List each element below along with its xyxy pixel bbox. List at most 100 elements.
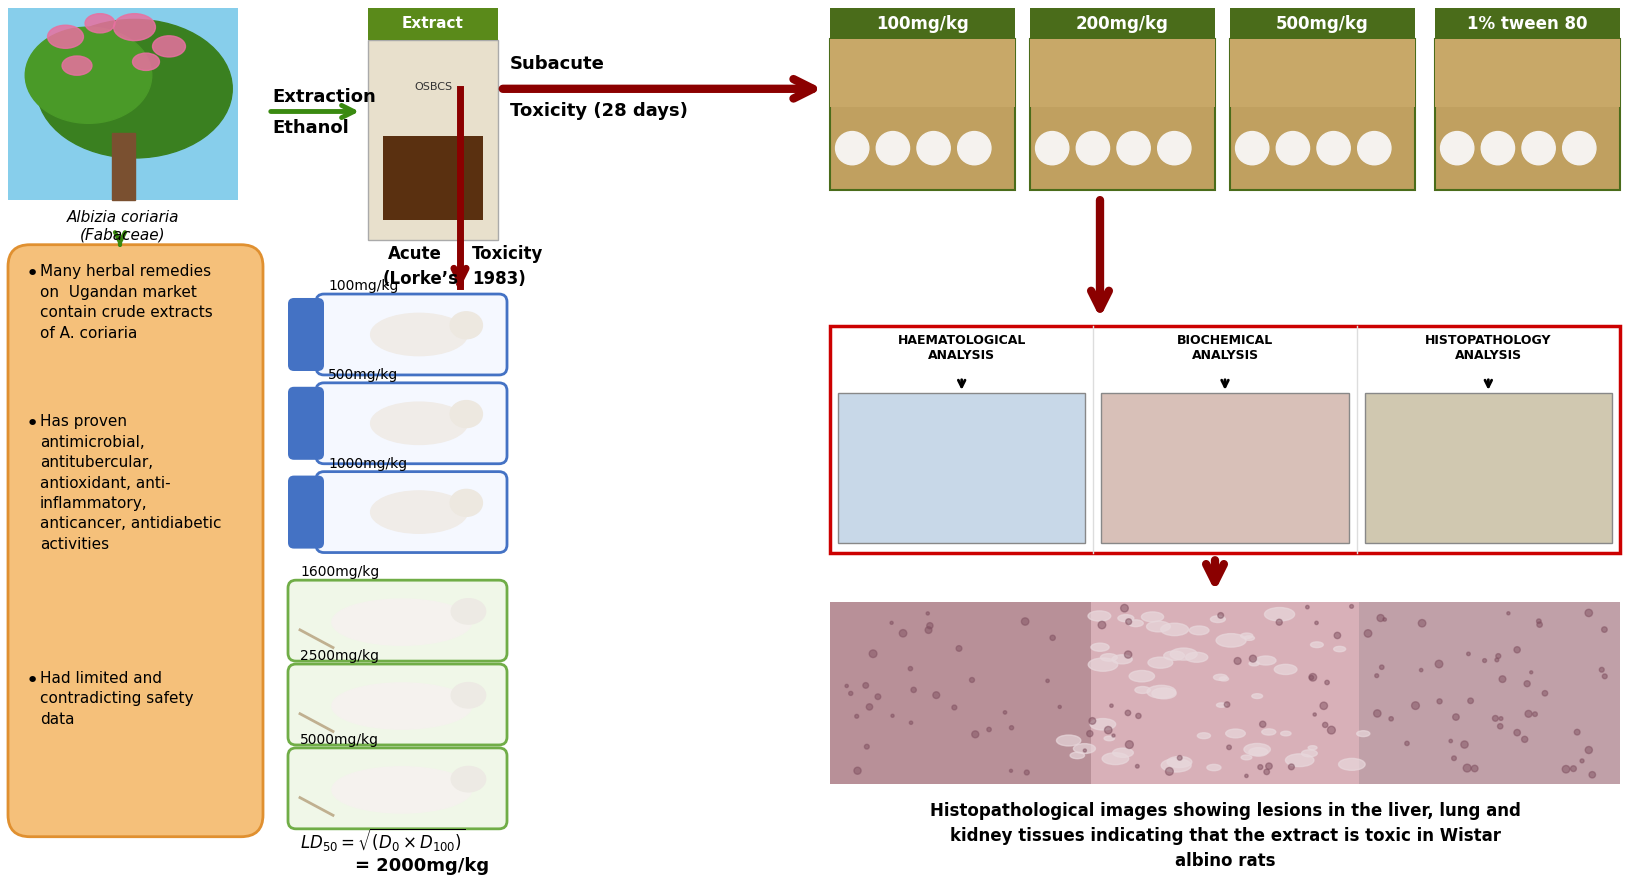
Circle shape	[1051, 635, 1056, 641]
Ellipse shape	[1241, 633, 1252, 639]
Ellipse shape	[1211, 616, 1226, 623]
Text: 1% tween 80: 1% tween 80	[1467, 15, 1588, 33]
Ellipse shape	[1219, 677, 1229, 681]
Circle shape	[846, 684, 849, 688]
FancyBboxPatch shape	[1229, 40, 1414, 190]
Ellipse shape	[1100, 654, 1118, 661]
Ellipse shape	[1198, 733, 1211, 739]
FancyBboxPatch shape	[1029, 40, 1214, 190]
Ellipse shape	[133, 53, 159, 70]
Circle shape	[1328, 727, 1336, 734]
Circle shape	[862, 682, 869, 688]
FancyBboxPatch shape	[8, 245, 262, 836]
FancyBboxPatch shape	[1436, 8, 1619, 40]
Ellipse shape	[1262, 729, 1275, 735]
Bar	[111, 133, 134, 200]
Ellipse shape	[1255, 656, 1277, 665]
Circle shape	[1472, 766, 1478, 772]
Circle shape	[1562, 766, 1570, 773]
Circle shape	[849, 691, 852, 696]
Ellipse shape	[1116, 131, 1151, 165]
Circle shape	[1537, 622, 1542, 627]
Text: Histopathological images showing lesions in the liver, lung and
kidney tissues i: Histopathological images showing lesions…	[929, 802, 1521, 870]
Ellipse shape	[1134, 687, 1151, 694]
Text: HISTOPATHOLOGY
ANALYSIS: HISTOPATHOLOGY ANALYSIS	[1424, 333, 1552, 361]
Ellipse shape	[1226, 729, 1246, 738]
FancyBboxPatch shape	[829, 326, 1619, 553]
Ellipse shape	[1249, 748, 1269, 757]
FancyBboxPatch shape	[288, 664, 506, 745]
Circle shape	[926, 612, 929, 615]
Text: 200mg/kg: 200mg/kg	[1077, 15, 1169, 33]
Circle shape	[1003, 711, 1006, 714]
Text: Acute: Acute	[388, 245, 443, 262]
Text: Subacute: Subacute	[510, 55, 605, 74]
Circle shape	[1136, 765, 1139, 768]
Ellipse shape	[1070, 752, 1085, 758]
FancyBboxPatch shape	[316, 294, 506, 375]
Text: Ethanol: Ethanol	[272, 120, 349, 137]
Circle shape	[1585, 610, 1593, 617]
FancyBboxPatch shape	[8, 8, 238, 200]
Circle shape	[1506, 611, 1510, 615]
Circle shape	[1437, 699, 1442, 703]
Text: 100mg/kg: 100mg/kg	[328, 279, 398, 293]
Circle shape	[1288, 764, 1295, 770]
Circle shape	[1498, 724, 1503, 729]
Ellipse shape	[1244, 636, 1254, 641]
Text: 1000mg/kg: 1000mg/kg	[328, 456, 406, 470]
Circle shape	[1083, 749, 1087, 752]
Circle shape	[1110, 704, 1113, 707]
Ellipse shape	[1274, 664, 1296, 674]
Circle shape	[900, 630, 906, 637]
Circle shape	[1514, 647, 1521, 653]
Ellipse shape	[1160, 758, 1192, 772]
FancyBboxPatch shape	[1365, 392, 1613, 543]
Ellipse shape	[1277, 131, 1310, 165]
Text: Extraction: Extraction	[272, 88, 375, 105]
Ellipse shape	[1357, 731, 1370, 736]
Ellipse shape	[1244, 743, 1270, 756]
Ellipse shape	[333, 683, 472, 729]
Ellipse shape	[1190, 626, 1210, 634]
Circle shape	[1306, 605, 1310, 609]
Ellipse shape	[333, 599, 472, 645]
FancyBboxPatch shape	[1090, 602, 1375, 784]
Ellipse shape	[1092, 643, 1110, 651]
Circle shape	[1244, 774, 1249, 778]
Ellipse shape	[48, 25, 84, 49]
Ellipse shape	[1152, 688, 1177, 699]
Circle shape	[1536, 619, 1541, 624]
Circle shape	[1405, 742, 1410, 746]
Ellipse shape	[25, 27, 152, 123]
Circle shape	[1124, 711, 1131, 716]
Circle shape	[987, 727, 992, 732]
FancyBboxPatch shape	[369, 8, 498, 41]
Circle shape	[1529, 671, 1532, 674]
Circle shape	[1121, 604, 1128, 612]
Circle shape	[1383, 618, 1387, 621]
Circle shape	[924, 626, 933, 633]
Ellipse shape	[1129, 671, 1154, 682]
Circle shape	[1532, 711, 1537, 717]
FancyBboxPatch shape	[316, 383, 506, 463]
Circle shape	[1388, 717, 1393, 721]
FancyBboxPatch shape	[1436, 40, 1619, 107]
Circle shape	[1226, 745, 1231, 750]
Ellipse shape	[1280, 731, 1292, 736]
Circle shape	[1098, 621, 1106, 629]
Circle shape	[1334, 633, 1341, 639]
Circle shape	[864, 744, 869, 749]
Ellipse shape	[1118, 615, 1134, 622]
Circle shape	[1495, 658, 1498, 662]
Ellipse shape	[1164, 651, 1185, 660]
Circle shape	[1319, 702, 1328, 710]
FancyBboxPatch shape	[288, 580, 506, 661]
Circle shape	[1585, 747, 1593, 754]
Circle shape	[1452, 756, 1457, 760]
Circle shape	[1601, 626, 1608, 633]
Ellipse shape	[36, 19, 233, 158]
FancyBboxPatch shape	[288, 476, 325, 548]
Circle shape	[926, 623, 933, 629]
Circle shape	[1377, 615, 1385, 621]
